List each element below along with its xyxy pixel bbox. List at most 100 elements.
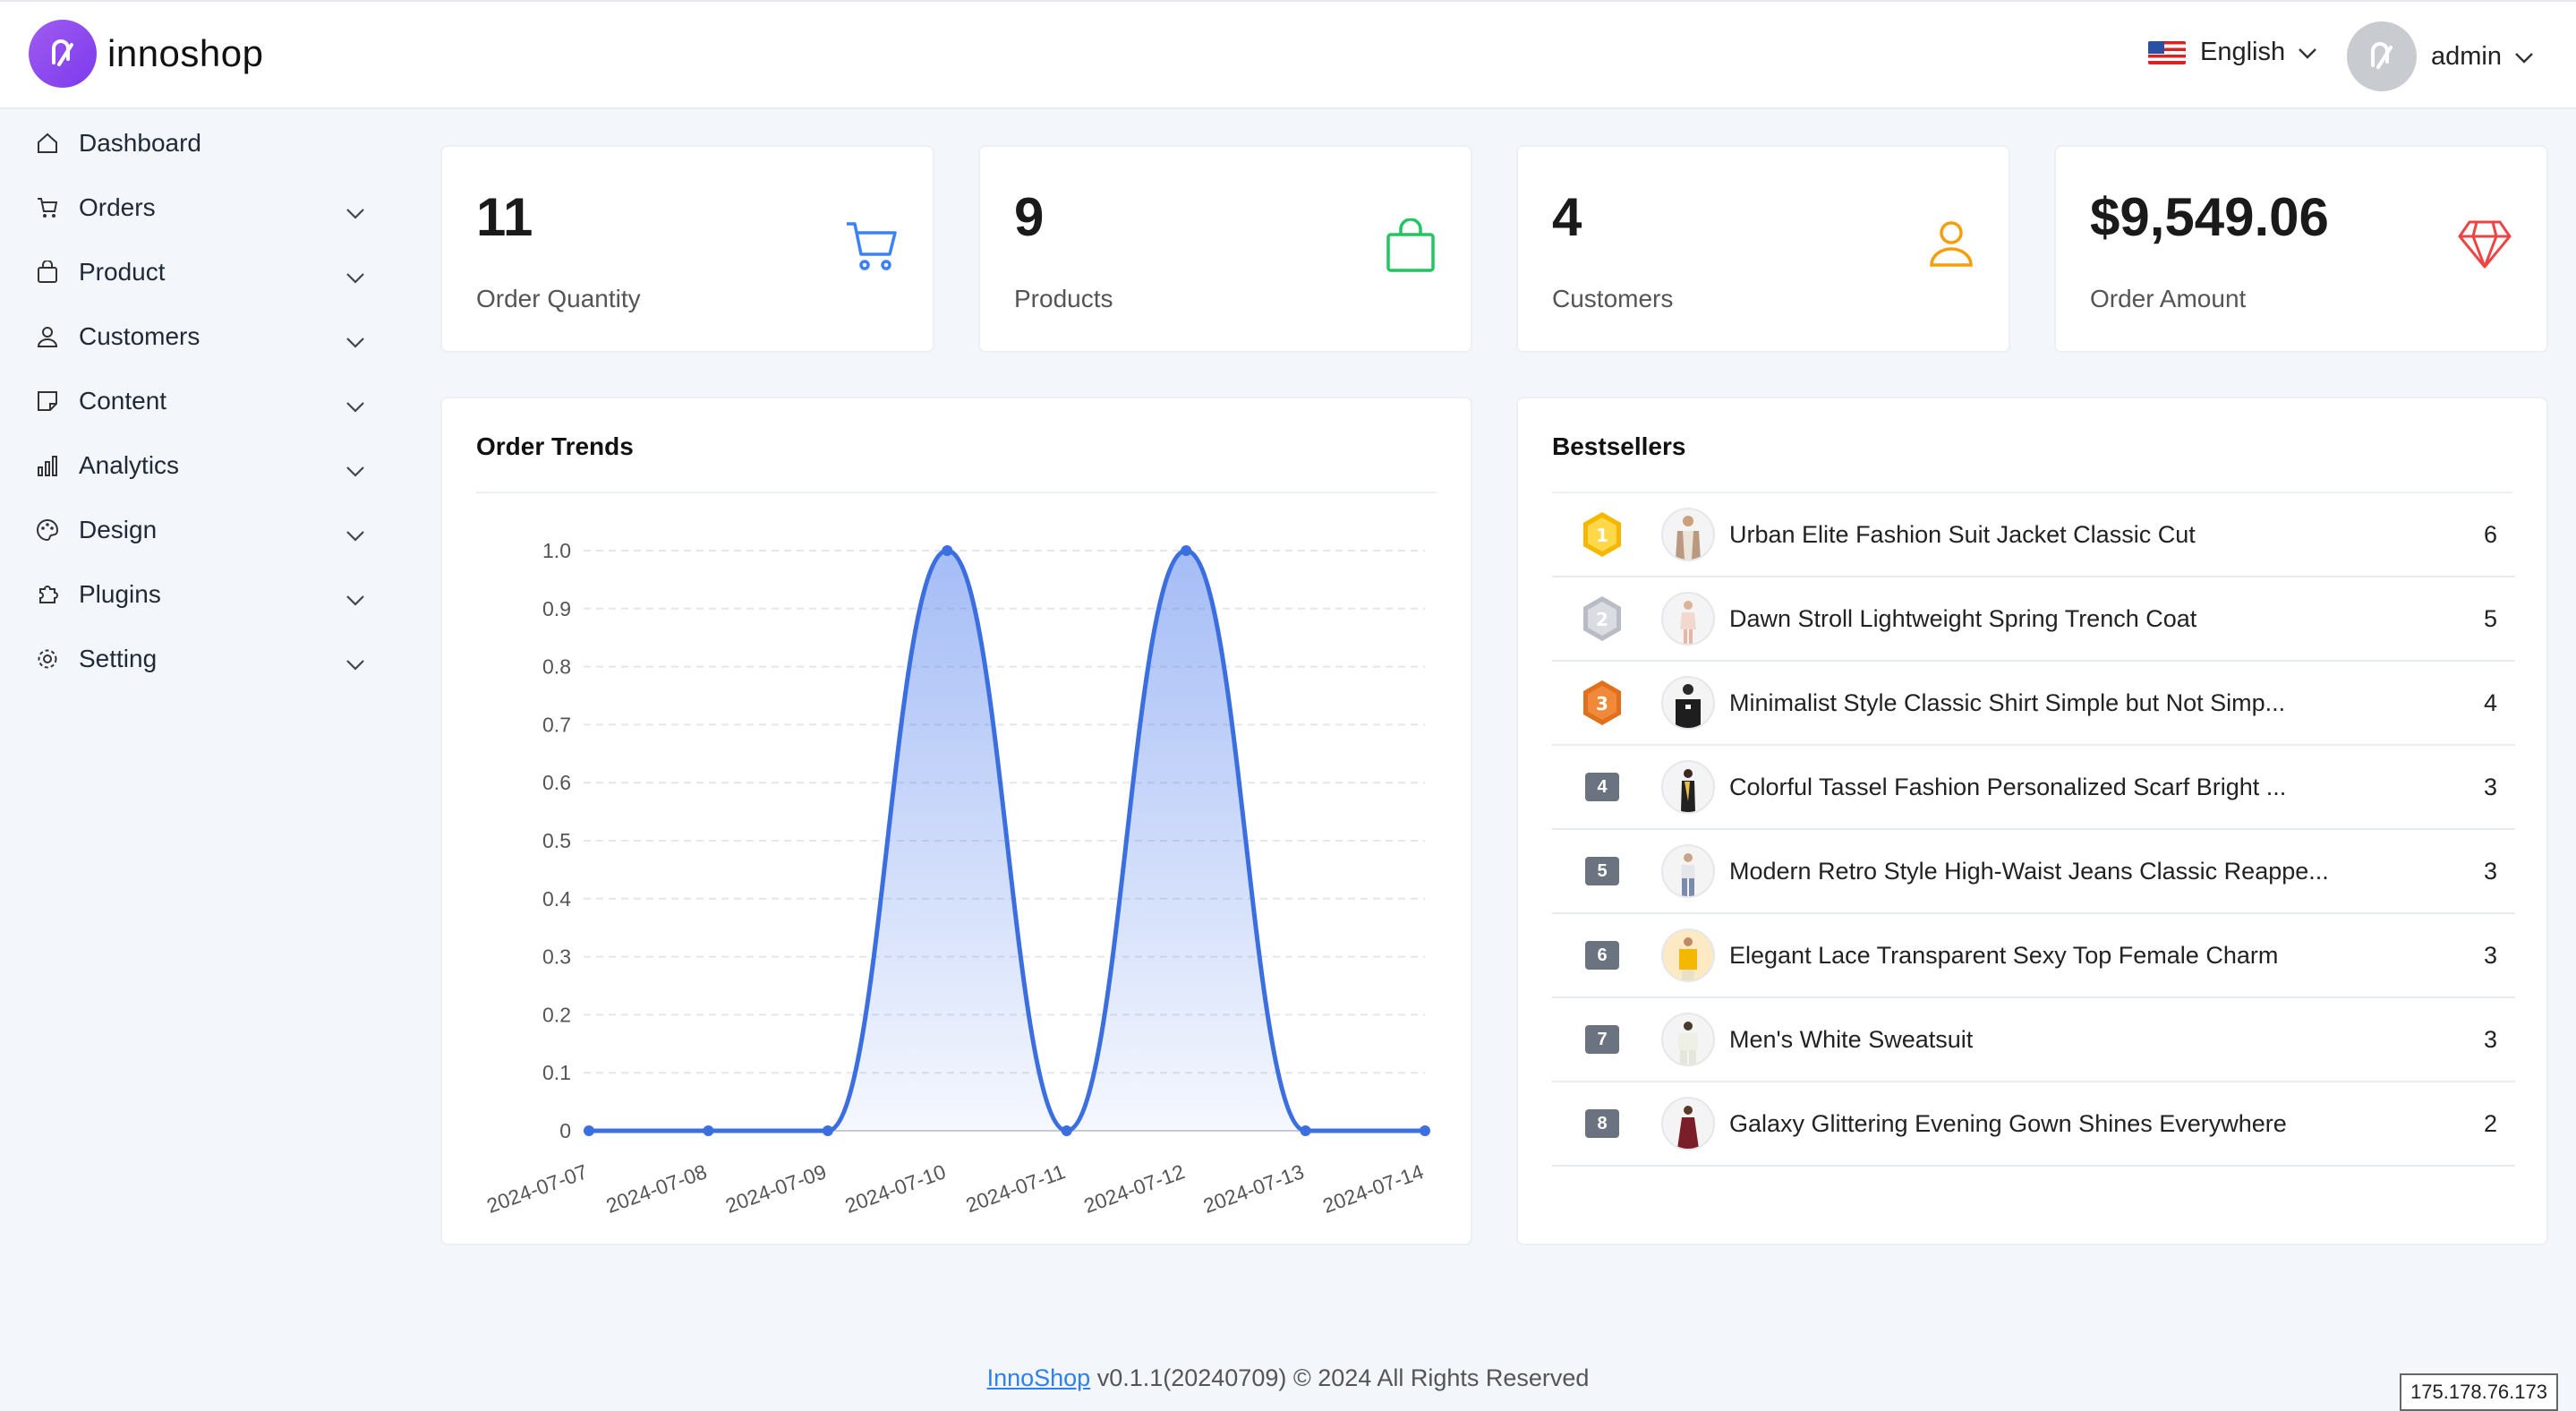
list-item[interactable]: 5 Modern Retro Style High-Waist Jeans Cl… <box>1552 830 2515 914</box>
cart-icon <box>34 194 61 221</box>
footer-link[interactable]: InnoShop <box>986 1364 1091 1391</box>
rank-badge: 7 <box>1581 1016 1624 1063</box>
sidebar-item-orders[interactable]: Orders <box>0 175 394 240</box>
stat-card-order-amount: $9,549.06 Order Amount <box>2054 145 2548 353</box>
sidebar-item-setting[interactable]: Setting <box>0 627 394 691</box>
order-trends-panel: Order Trends 0 0.1 0.2 0.3 0.4 0.5 0.6 0.7 0.8 0.… <box>440 397 1472 1245</box>
product-thumbnail <box>1661 1097 1715 1150</box>
sidebar-item-product[interactable]: Product <box>0 240 394 304</box>
diamond-icon <box>2457 218 2512 275</box>
data-point[interactable] <box>703 1125 714 1136</box>
footer: InnoShop v0.1.1(20240709) © 2024 All Rig… <box>0 1364 2576 1392</box>
sidebar-item-dashboard[interactable]: Dashboard <box>0 111 394 175</box>
stat-label: Products <box>1014 285 1113 312</box>
product-thumbnail <box>1661 508 1715 561</box>
language-selector[interactable]: English <box>2148 38 2317 67</box>
sidebar-item-label: Plugins <box>79 580 161 608</box>
logo-icon <box>29 20 97 88</box>
sidebar-item-label: Content <box>79 387 167 415</box>
product-name: Elegant Lace Transparent Sexy Top Female… <box>1729 941 2279 969</box>
y-tick-label: 0 <box>559 1119 571 1142</box>
product-name: Urban Elite Fashion Suit Jacket Classic … <box>1729 520 2196 548</box>
product-name: Galaxy Glittering Evening Gown Shines Ev… <box>1729 1109 2287 1137</box>
panel-title: Order Trends <box>476 432 634 460</box>
top-header: innoshop English admin <box>0 0 2576 109</box>
list-item[interactable]: 4 Colorful Tassel Fashion Personalized S… <box>1552 746 2515 830</box>
bestsellers-panel: Bestsellers 1 Urban Elite Fashion Suit J… <box>1516 397 2548 1245</box>
list-item[interactable]: 8 Galaxy Glittering Evening Gown Shines … <box>1552 1082 2515 1167</box>
stat-label: Order Amount <box>2090 285 2247 312</box>
order-trends-chart: 0 0.1 0.2 0.3 0.4 0.5 0.6 0.7 0.8 0.9 1.0 2024-07-… <box>483 539 1430 1218</box>
product-thumbnail <box>1661 844 1715 898</box>
x-tick-label: 2024-07-13 <box>1200 1159 1307 1218</box>
data-point[interactable] <box>584 1125 594 1136</box>
gold-medal-icon: 1 <box>1581 511 1624 558</box>
bag-icon <box>34 259 61 286</box>
data-point[interactable] <box>1181 545 1192 556</box>
x-tick-label: 2024-07-09 <box>722 1159 829 1218</box>
chevron-down-icon <box>345 327 365 355</box>
svg-text:3: 3 <box>1596 693 1608 714</box>
sidebar-item-label: Setting <box>79 645 158 672</box>
stat-value: 4 <box>1552 187 1582 247</box>
product-thumbnail <box>1661 676 1715 730</box>
stat-card-order-quantity: 11 Order Quantity <box>440 145 934 353</box>
user-icon <box>1928 218 1975 273</box>
sales-count: 4 <box>2483 688 2497 716</box>
data-point[interactable] <box>1300 1125 1311 1136</box>
data-point[interactable] <box>1061 1125 1072 1136</box>
product-name: Dawn Stroll Lightweight Spring Trench Co… <box>1729 604 2197 632</box>
product-thumbnail <box>1661 760 1715 814</box>
y-tick-label: 1.0 <box>542 539 571 562</box>
product-thumbnail <box>1661 1013 1715 1066</box>
bestsellers-list: 1 Urban Elite Fashion Suit Jacket Classi… <box>1552 493 2515 1167</box>
list-item[interactable]: 6 Elegant Lace Transparent Sexy Top Fema… <box>1552 914 2515 998</box>
bar-chart-icon <box>34 452 61 479</box>
chevron-down-icon <box>345 262 365 291</box>
panel-title: Bestsellers <box>1552 432 1686 460</box>
data-point[interactable] <box>942 545 953 556</box>
list-item[interactable]: 2 Dawn Stroll Lightweight Spring Trench … <box>1552 577 2515 662</box>
sidebar-item-label: Product <box>79 258 166 286</box>
x-tick-label: 2024-07-07 <box>483 1159 590 1218</box>
sidebar-item-analytics[interactable]: Analytics <box>0 433 394 498</box>
product-thumbnail <box>1661 592 1715 646</box>
sales-count: 2 <box>2483 1109 2497 1137</box>
y-tick-label: 0.8 <box>542 655 571 679</box>
bronze-medal-icon: 3 <box>1581 680 1624 726</box>
x-tick-label: 2024-07-08 <box>603 1159 710 1218</box>
data-point[interactable] <box>1420 1125 1430 1136</box>
stat-value: 9 <box>1014 187 1045 247</box>
product-name: Modern Retro Style High-Waist Jeans Clas… <box>1729 857 2329 885</box>
y-tick-label: 0.5 <box>542 829 571 852</box>
sidebar-item-label: Analytics <box>79 451 180 479</box>
product-name: Minimalist Style Classic Shirt Simple bu… <box>1729 688 2286 716</box>
language-label: English <box>2200 38 2286 66</box>
chevron-down-icon <box>345 456 365 484</box>
sidebar-item-label: Design <box>79 516 158 543</box>
ip-badge: 175.178.76.173 <box>2400 1373 2558 1411</box>
stat-card-customers: 4 Customers <box>1516 145 2010 353</box>
x-tick-label: 2024-07-11 <box>963 1159 1069 1217</box>
list-item[interactable]: 1 Urban Elite Fashion Suit Jacket Classi… <box>1552 493 2515 577</box>
list-item[interactable]: 7 Men's White Sweatsuit 3 <box>1552 998 2515 1082</box>
home-icon <box>34 130 61 157</box>
sales-count: 3 <box>2483 1025 2497 1053</box>
chevron-down-icon <box>345 391 365 420</box>
user-menu[interactable]: admin <box>2347 21 2534 91</box>
logo[interactable]: innoshop <box>29 20 263 88</box>
sidebar-item-design[interactable]: Design <box>0 498 394 562</box>
y-tick-label: 0.9 <box>542 597 571 620</box>
sidebar-item-plugins[interactable]: Plugins <box>0 562 394 627</box>
sidebar-item-content[interactable]: Content <box>0 369 394 433</box>
rank-badge: 5 <box>1581 848 1624 894</box>
sidebar-item-customers[interactable]: Customers <box>0 304 394 369</box>
y-tick-label: 0.7 <box>542 713 571 736</box>
stat-value: 11 <box>476 187 533 247</box>
user-name: admin <box>2431 41 2502 71</box>
palette-icon <box>34 517 61 543</box>
puzzle-icon <box>34 581 61 608</box>
silver-medal-icon: 2 <box>1581 595 1624 642</box>
list-item[interactable]: 3 Minimalist Style Classic Shirt Simple … <box>1552 662 2515 746</box>
data-point[interactable] <box>822 1125 833 1136</box>
